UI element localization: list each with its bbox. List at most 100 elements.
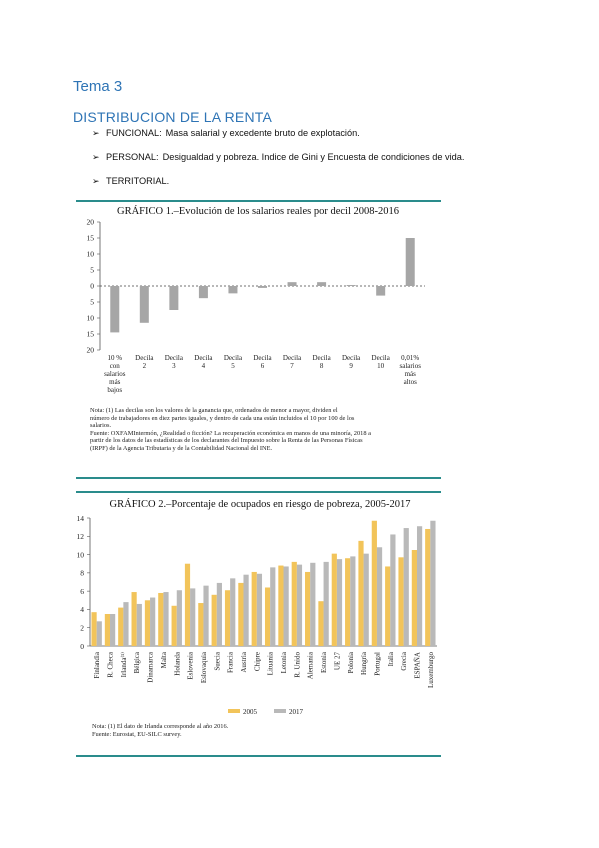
chart2-legend-label: 2005 <box>243 708 258 716</box>
chart2-bar-2017 <box>310 562 316 646</box>
chart2-bar-2017 <box>123 602 129 646</box>
chart1-category-label: 2 <box>143 362 147 370</box>
chart2-bar-2005 <box>318 601 324 646</box>
chart1-bar <box>287 282 297 286</box>
chart2-category-label: Bélgica <box>133 651 141 673</box>
chart1-note-line: salarios. <box>90 422 112 430</box>
chart2-bar-2005 <box>278 565 284 646</box>
chart2-bar-2017 <box>163 592 169 646</box>
chart2-bar-2017 <box>403 528 409 646</box>
chart1-category-label: Decila <box>135 354 154 362</box>
chart2-bar-2005 <box>345 558 351 646</box>
topic-heading: Tema 3 <box>73 78 123 95</box>
chart2-bar-2017 <box>256 573 263 646</box>
chart1-bar <box>258 286 267 288</box>
chart1-note-line: número de trabajadores en diez partes ig… <box>90 414 355 422</box>
chart2-bar-2017 <box>190 588 196 646</box>
chart2-y-tick-label: 10 <box>77 550 85 559</box>
chart2-bar-2017 <box>283 566 289 646</box>
chart1-title: GRÁFICO 1.–Evolución de los salarios rea… <box>117 205 399 217</box>
chart1-category-label: con <box>110 362 121 370</box>
chart1-category-label: 10 <box>377 362 385 370</box>
chart2-bar-2005 <box>224 590 231 646</box>
chart2-category-label: Dinamarca <box>147 651 155 683</box>
chart2-category-label: Malta <box>160 651 168 668</box>
chart1-category-label: más <box>109 378 121 386</box>
chart1-category-label: 6 <box>261 362 265 370</box>
chart2-category-label: Grecia <box>400 651 408 671</box>
chart2-bar-2005 <box>118 607 124 646</box>
chart2-bar-2005 <box>238 582 244 646</box>
chart1-category-label: 10 % <box>107 354 122 362</box>
chart1-category-label: más <box>405 370 417 378</box>
chart2-bar-2005 <box>411 550 417 646</box>
chart1-y-tick-label: 5 <box>90 266 94 275</box>
chart1-bar <box>169 286 179 310</box>
chart2-category-label: Irlanda⁽¹⁾ <box>120 652 128 678</box>
chart2-bar-2017 <box>430 520 436 646</box>
bullet-item-funcional: ➢ FUNCIONAL: Masa salarial y excedente bru… <box>92 128 360 139</box>
chart2-bar-2017 <box>323 561 329 646</box>
chart1-category-label: Decila <box>283 354 302 362</box>
chart1-category-label: bajos <box>107 386 122 394</box>
chart2-bar-2017 <box>336 559 343 646</box>
chart2-category-label: Letonia <box>280 651 288 673</box>
chart2-category-label: Francia <box>227 651 235 673</box>
chart2-y-tick-label: 2 <box>80 624 84 633</box>
chart1-y-tick-label: 5 <box>90 298 94 307</box>
chart2-bar-2005 <box>331 553 337 646</box>
chart2-bar-2017 <box>96 621 102 646</box>
chart2-bar-2017 <box>243 574 249 646</box>
chart1-y-tick-label: 10 <box>87 314 95 323</box>
chart2-legend-swatch <box>274 709 286 713</box>
figure1-bottom-rule <box>76 477 441 479</box>
chart2-bar-2017 <box>136 603 142 646</box>
chart2-category-label: Polonia <box>347 651 355 673</box>
chart1-source-line: Fuente: OXFAMIntermón, ¿Realidad o ficci… <box>90 429 371 437</box>
chart2-y-tick-label: 8 <box>80 569 84 578</box>
chart2-source-line: Fuente: Eurostat, EU-SILC survey. <box>92 730 182 738</box>
chart1-bar <box>139 286 149 323</box>
chart1-category-label: Decila <box>224 354 243 362</box>
chart2-y-tick-label: 12 <box>77 532 85 541</box>
chart2-category-label: Finlandia <box>93 651 101 678</box>
chart1-category-label: Decila <box>165 354 184 362</box>
chart1-category-label: 5 <box>231 362 235 370</box>
chart2-bar-2017 <box>216 582 222 646</box>
chart2-category-label: Eslovenia <box>187 651 195 679</box>
chart1-category-label: Decila <box>312 354 331 362</box>
chart1-y-tick-label: 15 <box>87 234 95 243</box>
chart2-bar-2017 <box>176 590 182 646</box>
chart2-category-label: R. Checa <box>107 651 115 678</box>
chart2-bar-2017 <box>270 567 276 646</box>
chart1-bar <box>198 286 208 299</box>
bullet-text: Masa salarial y excedente bruto de explo… <box>165 128 360 138</box>
chart2-bar-2005 <box>184 563 191 646</box>
chart2-legend-swatch <box>228 709 240 713</box>
chart1-bar <box>346 285 356 286</box>
chart2-bar-2005 <box>144 600 151 646</box>
chart2-y-tick-label: 6 <box>80 587 84 596</box>
figure1-top-rule <box>76 200 441 202</box>
chart1-category-label: 0,01% <box>401 354 419 362</box>
chart1-category-label: 9 <box>349 362 353 370</box>
arrow-bullet-icon: ➢ <box>92 176 100 186</box>
chart1-y-tick-label: 20 <box>87 218 95 227</box>
chart2-bar-2005 <box>371 520 377 646</box>
chart1-category-label: 4 <box>202 362 206 370</box>
chart1-y-tick-label: 20 <box>87 346 95 355</box>
chart2-title: GRÁFICO 2.–Porcentaje de ocupados en rie… <box>110 498 411 510</box>
chart2-category-label: Suecia <box>213 651 221 671</box>
chart2-bar-2017 <box>296 564 303 646</box>
chart2-bar-2005 <box>131 592 137 646</box>
chart2-category-label: Chipre <box>253 652 261 671</box>
chart1-notes: Nota: (1) Las decilas son los valores de… <box>90 407 435 453</box>
chart1-category-label: 3 <box>172 362 176 370</box>
arrow-bullet-icon: ➢ <box>92 152 100 162</box>
chart1-bar <box>110 286 120 333</box>
chart1-bar <box>405 238 415 286</box>
chart1-category-label: salarios <box>104 370 126 378</box>
chart2-bar-2005 <box>398 557 404 646</box>
chart2-bar-2005 <box>198 603 204 646</box>
bullet-item-territorial: ➢ TERRITORIAL. <box>92 176 173 187</box>
